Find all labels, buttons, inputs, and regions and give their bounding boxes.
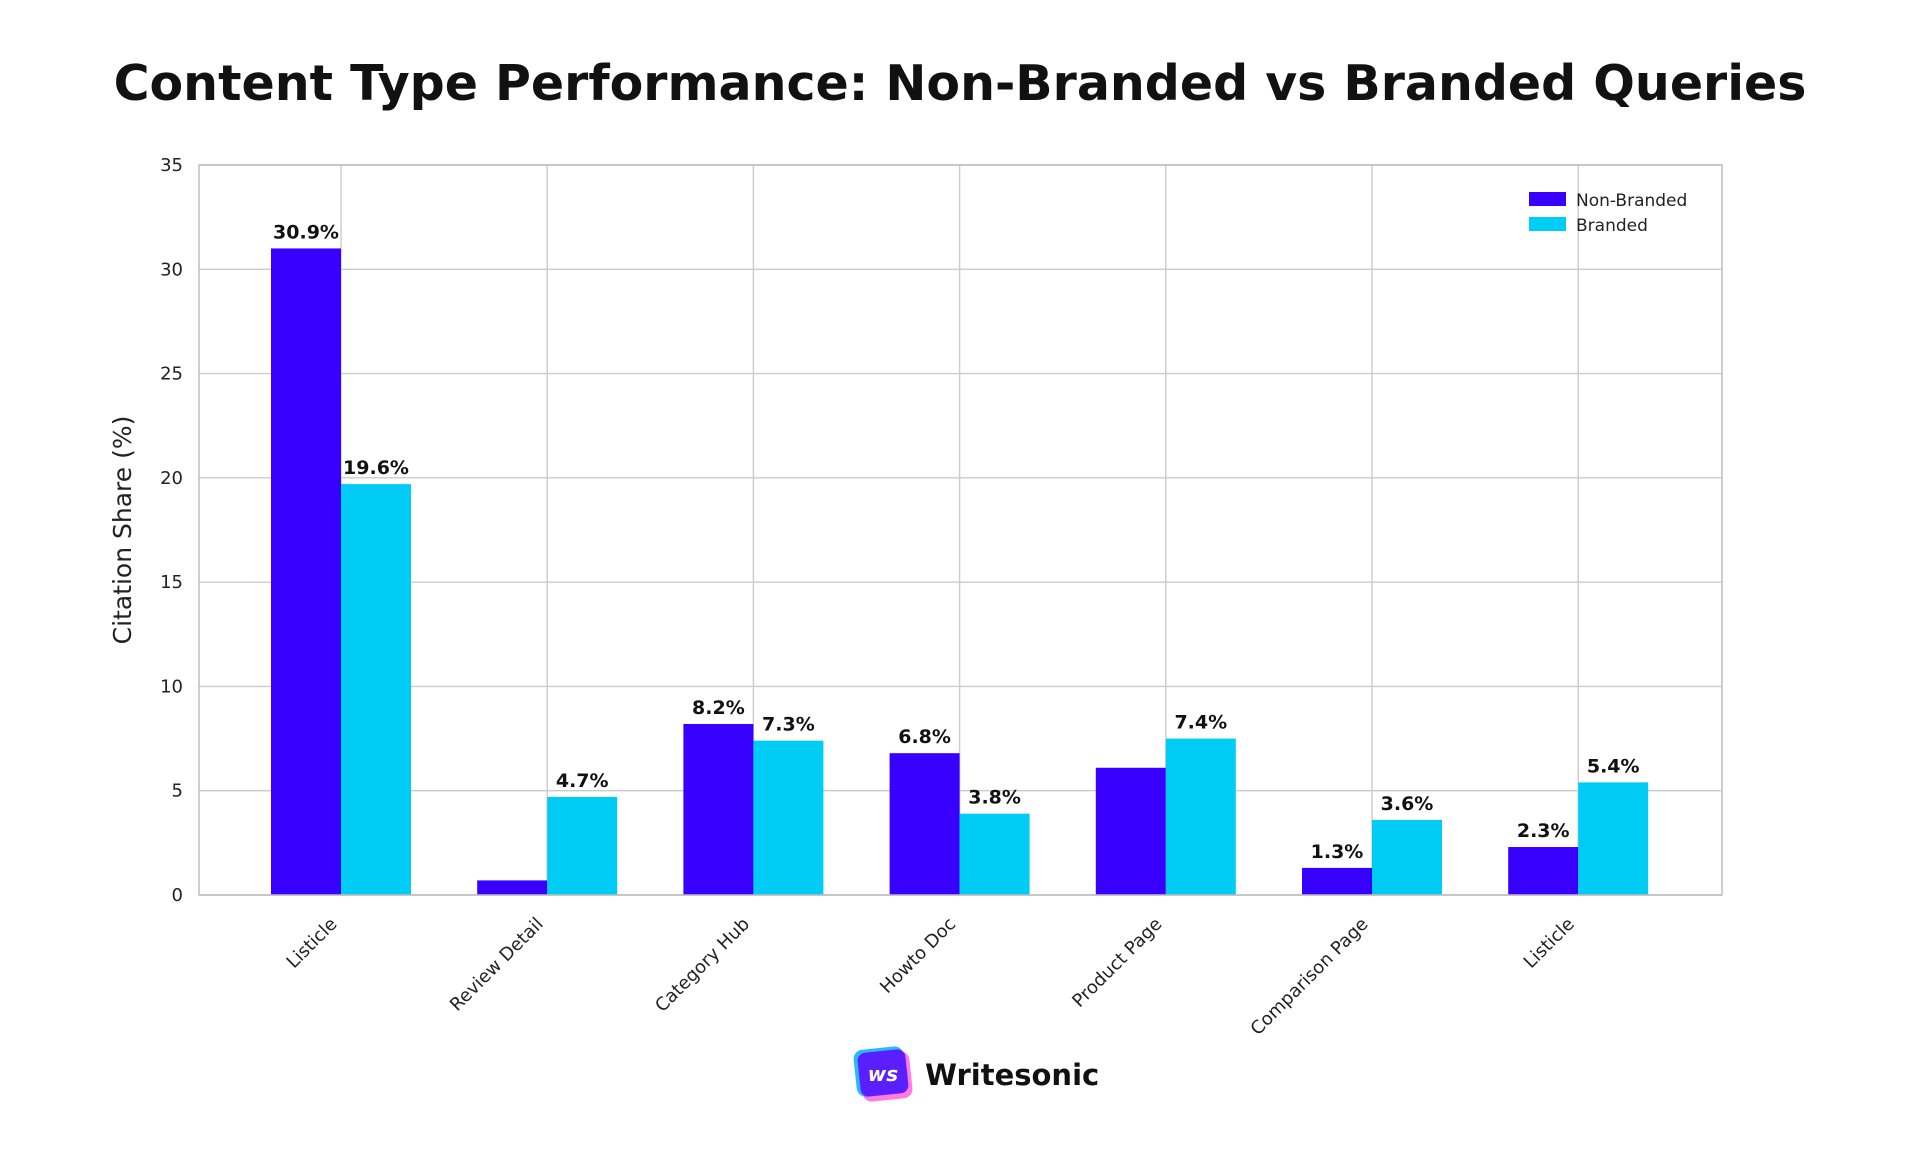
bar-branded bbox=[1578, 782, 1649, 895]
brand-name: Writesonic bbox=[925, 1058, 1099, 1092]
y-tick-label: 25 bbox=[160, 364, 183, 385]
y-tick-label: 10 bbox=[160, 676, 183, 697]
x-tick-label: Product Page bbox=[1068, 914, 1166, 1012]
x-tick-label: Comparison Page bbox=[1247, 914, 1373, 1040]
data-label: 5.4% bbox=[1587, 755, 1640, 777]
data-label: 30.9% bbox=[273, 221, 339, 243]
bar-branded bbox=[547, 796, 618, 895]
x-tick-label: Listicle bbox=[283, 914, 342, 973]
bar-non-branded bbox=[271, 248, 341, 895]
chart-title: Content Type Performance: Non-Branded vs… bbox=[114, 55, 1807, 112]
bar-non-branded bbox=[889, 753, 960, 895]
x-axis-categories: Listicle Review Detail Category Hub Howto D… bbox=[283, 914, 1579, 1040]
y-tick-label: 15 bbox=[160, 572, 183, 593]
x-tick-label: Review Detail bbox=[446, 914, 548, 1016]
data-label: 6.8% bbox=[898, 726, 951, 748]
data-label: 7.3% bbox=[762, 714, 815, 736]
bar-non-branded bbox=[1508, 847, 1579, 895]
data-label: 3.8% bbox=[968, 787, 1021, 809]
legend: Non-Branded Branded bbox=[1529, 191, 1687, 236]
data-label: 1.3% bbox=[1311, 841, 1364, 863]
data-label: 7.4% bbox=[1174, 712, 1227, 734]
legend-label-non-branded: Non-Branded bbox=[1576, 191, 1687, 211]
data-label: 19.6% bbox=[343, 457, 409, 479]
data-label: 8.2% bbox=[692, 697, 745, 719]
legend-swatch-non-branded bbox=[1529, 192, 1566, 206]
bar-branded bbox=[753, 740, 824, 895]
grid bbox=[199, 164, 1722, 896]
plot-frame bbox=[198, 164, 1723, 896]
legend-label-branded: Branded bbox=[1576, 216, 1648, 236]
x-tick-label: Category Hub bbox=[651, 914, 754, 1017]
writesonic-logo-icon: ws bbox=[853, 1046, 913, 1102]
bars bbox=[271, 248, 1649, 895]
bar-branded bbox=[959, 813, 1030, 895]
bar-branded bbox=[1372, 819, 1442, 895]
y-axis-label: Citation Share (%) bbox=[108, 416, 137, 645]
y-tick-label: 5 bbox=[172, 781, 183, 802]
data-labels: 30.9% 8.2% 6.8% 1.3% 2.3% 19.6% 4.7% 7.3% 3.8% 7.… bbox=[273, 221, 1640, 862]
bar-non-branded bbox=[1302, 867, 1372, 895]
bar-branded bbox=[341, 484, 411, 895]
y-tick-label: 0 bbox=[172, 885, 183, 906]
legend-swatch-branded bbox=[1529, 217, 1566, 231]
bar-branded bbox=[1165, 738, 1236, 895]
y-tick-label: 30 bbox=[160, 259, 183, 280]
bar-non-branded bbox=[1095, 767, 1166, 895]
bar-non-branded bbox=[477, 880, 548, 895]
y-tick-label: 35 bbox=[160, 155, 183, 176]
brand-logo: ws Writesonic bbox=[853, 1046, 1099, 1102]
bar-non-branded bbox=[683, 723, 754, 895]
y-axis-ticks: 0 5 10 15 20 25 30 35 bbox=[160, 155, 183, 906]
x-tick-label: Howto Doc bbox=[876, 914, 960, 998]
data-label: 4.7% bbox=[556, 770, 609, 792]
data-label: 2.3% bbox=[1517, 820, 1570, 842]
logo-monogram: ws bbox=[868, 1062, 898, 1086]
x-tick-label: Listicle bbox=[1520, 914, 1579, 973]
data-label: 3.6% bbox=[1381, 793, 1434, 815]
y-tick-label: 20 bbox=[160, 468, 183, 489]
